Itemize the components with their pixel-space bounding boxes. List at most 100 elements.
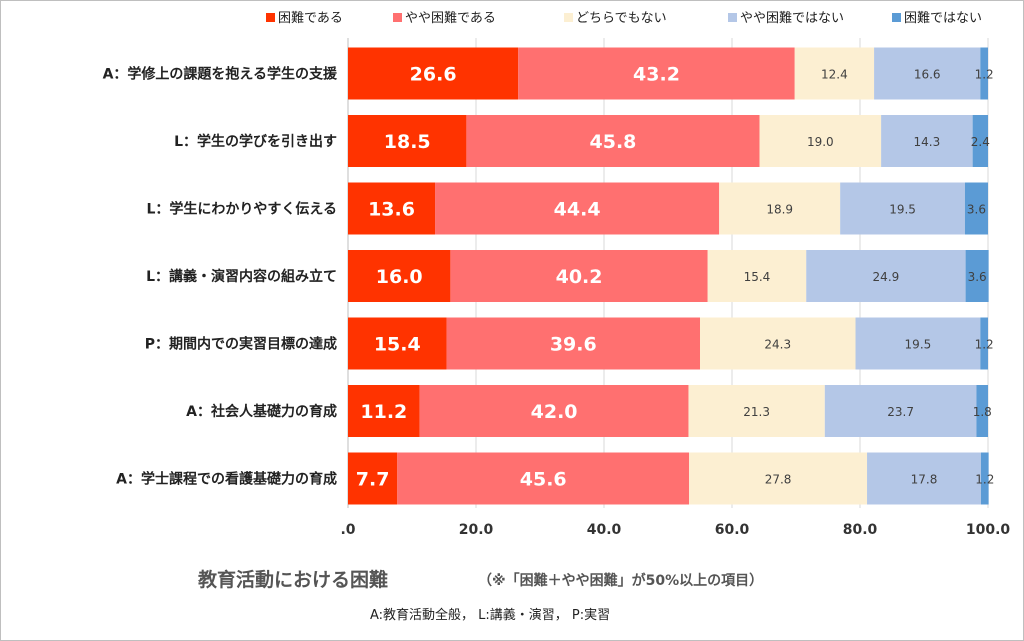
legend-swatch [892, 13, 901, 22]
x-tick-label: 40.0 [587, 522, 622, 538]
x-tick-labels: .0 20.0 40.0 60.0 80.0 100.0 [340, 522, 1010, 538]
category-label: A：学士課程での看護基礎力の育成 [116, 471, 337, 488]
data-label: 44.4 [554, 199, 601, 221]
bar-segment [980, 317, 988, 370]
x-tick-label: .0 [340, 522, 355, 538]
data-label: 15.4 [374, 334, 421, 356]
x-tick-label: 100.0 [966, 522, 1011, 538]
data-label: 26.6 [410, 64, 457, 86]
legend-swatch [266, 13, 275, 22]
bar-segment [688, 385, 825, 437]
category-label: A：学修上の課題を抱える学生の支援 [103, 66, 338, 83]
bar-segment [965, 250, 989, 302]
data-label: 1.2 [975, 68, 994, 82]
data-label: 43.2 [633, 64, 680, 86]
category-label: P：期間内での実習目標の達成 [145, 336, 337, 353]
bar-segment [348, 182, 436, 235]
bar-segment [867, 452, 981, 505]
data-label: 2.4 [971, 135, 990, 149]
x-tick-label: 80.0 [843, 522, 878, 538]
chart-subtitle: （※「困難＋やや困難」が50%以上の項目） [478, 572, 763, 589]
bar-segment [700, 317, 856, 370]
bar-segment [518, 47, 795, 100]
bar-segment [794, 47, 875, 100]
data-label: 14.3 [914, 135, 941, 149]
data-label: 19.0 [807, 135, 834, 149]
bar-segment [348, 115, 467, 167]
footnote: A:教育活動全般， L:講義・演習， P:実習 [370, 607, 610, 623]
data-label: 16.0 [376, 266, 423, 288]
category-label: L：講義・演習内容の組み立て [146, 268, 337, 285]
data-label: 24.3 [764, 338, 791, 352]
bar-segment [707, 250, 807, 302]
data-label: 18.5 [384, 131, 431, 153]
bar-segment [466, 115, 760, 167]
data-label: 12.4 [821, 68, 848, 82]
data-label: 39.6 [550, 334, 597, 356]
chart-title: 教育活動における困難 [198, 568, 388, 591]
data-label: 40.2 [556, 266, 603, 288]
data-label: 45.6 [520, 469, 567, 491]
data-label: 7.7 [356, 469, 390, 491]
data-label: 18.9 [766, 203, 793, 217]
data-label: 11.2 [360, 401, 407, 423]
bar-segment [397, 452, 690, 505]
bar-segment [446, 317, 700, 370]
data-label: 13.6 [368, 199, 415, 221]
bar-segment [874, 47, 981, 100]
legend-swatch [393, 13, 402, 22]
data-label: 16.6 [914, 68, 941, 82]
data-label: 1.8 [973, 405, 992, 419]
bar-segment [855, 317, 981, 370]
legend-swatch [564, 13, 573, 22]
bar-segment [450, 250, 708, 302]
data-label: 19.5 [889, 203, 916, 217]
bar-segment [719, 182, 841, 235]
data-label: 45.8 [590, 131, 637, 153]
data-label: 15.4 [744, 270, 771, 284]
bar-segment [348, 47, 519, 100]
bar-segment [824, 385, 977, 437]
bar-segment [840, 182, 965, 235]
data-label: 3.6 [967, 203, 986, 217]
legend-label: 困難である [278, 11, 343, 26]
bar-segment [348, 385, 420, 437]
bar-segment [972, 115, 988, 167]
data-label: 17.8 [911, 473, 938, 487]
data-label: 27.8 [765, 473, 792, 487]
bar-segment [806, 250, 966, 302]
data-label: 21.3 [743, 405, 770, 419]
data-label: 3.6 [968, 270, 987, 284]
bar-segment [964, 182, 988, 235]
bar-segment [976, 385, 988, 437]
bar-segment [980, 452, 989, 505]
data-label: 19.5 [905, 338, 932, 352]
legend-label: 困難ではない [904, 11, 982, 26]
legend: 困難である やや困難である どちらでもない やや困難ではない 困難ではない [266, 11, 982, 26]
bar-segment [689, 452, 868, 505]
bar-segment [881, 115, 973, 167]
legend-label: どちらでもない [576, 11, 667, 26]
bar-segment [348, 452, 398, 505]
x-tick-label: 60.0 [715, 522, 750, 538]
bar-segment [980, 47, 988, 100]
bar-segment [348, 250, 451, 302]
bar-segment [435, 182, 720, 235]
data-label: 1.2 [975, 473, 994, 487]
bar-segment [419, 385, 689, 437]
category-labels: A：学修上の課題を抱える学生の支援 L：学生の学びを引き出す L：学生にわかりやすく… [103, 66, 338, 488]
data-label: 24.9 [873, 270, 900, 284]
data-label: 42.0 [531, 401, 578, 423]
x-tick-label: 20.0 [459, 522, 494, 538]
legend-swatch [728, 13, 737, 22]
legend-label: やや困難である [405, 11, 496, 26]
category-label: L：学生にわかりやすく伝える [146, 201, 337, 218]
bar-segment [348, 317, 447, 370]
bar-segment [759, 115, 882, 167]
category-label: L：学生の学びを引き出す [174, 133, 337, 150]
category-label: A：社会人基礎力の育成 [186, 403, 337, 420]
legend-label: やや困難ではない [740, 11, 844, 26]
data-label: 1.2 [975, 338, 994, 352]
data-label: 23.7 [887, 405, 914, 419]
